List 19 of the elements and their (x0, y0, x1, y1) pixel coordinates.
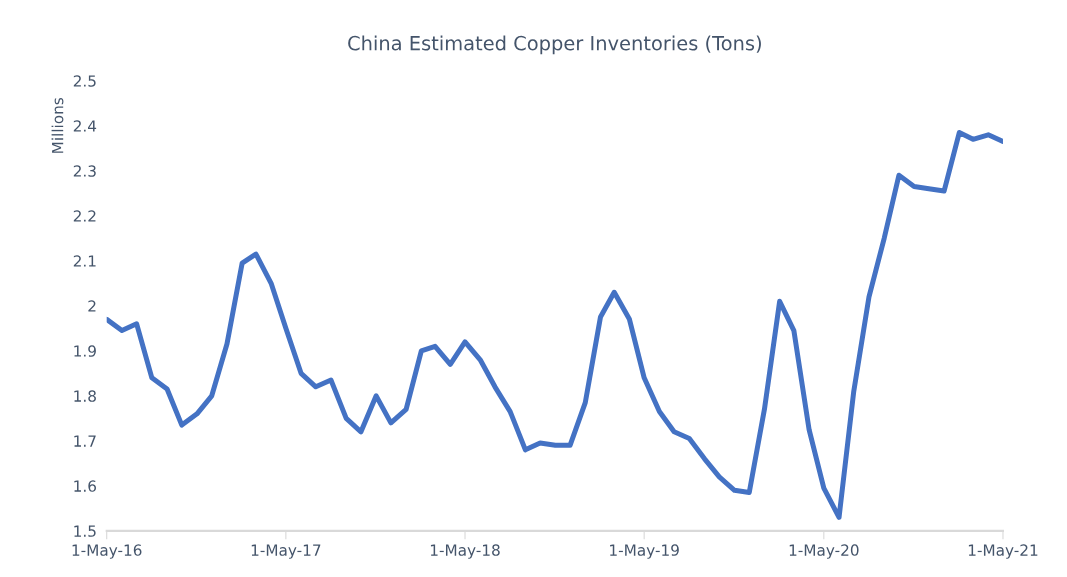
x-tick-label: 1-May-20 (789, 544, 859, 559)
y-tick-label: 1.9 (74, 345, 96, 357)
x-tick-label: 1-May-18 (430, 544, 500, 559)
y-tick-label: 1.8 (74, 390, 96, 402)
y-axis-title: Millions (51, 97, 64, 153)
y-tick-label: 2.2 (73, 210, 96, 222)
y-tick-label: 2.3 (73, 165, 96, 177)
y-tick-label: 2.4 (73, 120, 97, 132)
x-tick-label: 1-May-19 (610, 544, 679, 559)
x-tick-label: 1-May-16 (72, 544, 142, 559)
y-tick-label: 1.5 (74, 525, 96, 537)
y-tick-label: 2 (88, 300, 96, 312)
x-tick-label: 1-May-21 (968, 544, 1038, 559)
y-tick-label: 2.5 (73, 75, 96, 87)
y-tick-label: 2.1 (73, 255, 96, 267)
y-tick-label: 1.6 (74, 480, 97, 492)
chart-title: China Estimated Copper Inventories (Tons) (348, 35, 761, 55)
y-tick-label: 1.7 (74, 435, 96, 447)
x-tick-label: 1-May-17 (251, 544, 321, 559)
